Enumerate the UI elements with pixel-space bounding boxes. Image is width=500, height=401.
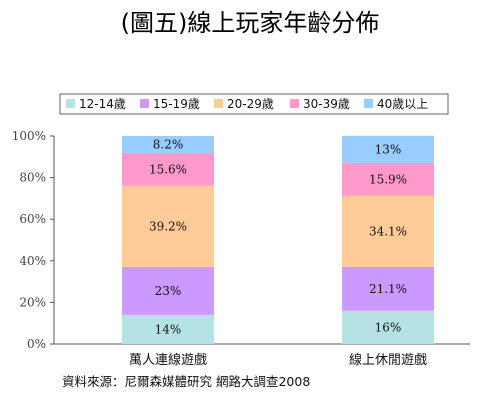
data-label: 8.2% xyxy=(153,138,184,152)
y-tick-label: 60% xyxy=(19,212,46,226)
legend: 12-14歲 15-19歲 20-29歲 30-39歲 40歲以上 xyxy=(66,97,428,111)
legend-swatch xyxy=(214,99,223,108)
legend-box xyxy=(59,93,449,115)
legend-swatch xyxy=(66,99,75,108)
data-label: 16% xyxy=(375,320,402,334)
data-label: 13% xyxy=(375,142,402,156)
legend-label: 30-39歲 xyxy=(303,97,350,111)
data-label: 21.1% xyxy=(369,282,407,296)
legend-label: 12-14歲 xyxy=(79,97,126,111)
legend-swatch xyxy=(140,99,149,108)
y-tick-label: 0% xyxy=(27,337,46,351)
y-tick-label: 100% xyxy=(12,129,46,143)
bar-segment xyxy=(342,266,434,311)
bar-segment xyxy=(342,135,434,163)
data-label: 23% xyxy=(155,284,182,298)
bar-segment xyxy=(342,195,434,267)
y-ticks: 0% 20% 40% 60% 80% 100% xyxy=(12,129,54,351)
bar-segment xyxy=(122,136,214,154)
source-note: 資料來源：尼爾森媒體研究 網路大調查2008 xyxy=(62,374,310,389)
category-label: 線上休閒遊戲 xyxy=(349,352,427,368)
data-label: 15.6% xyxy=(149,162,187,176)
bar-segment xyxy=(122,314,214,344)
legend-label: 20-29歲 xyxy=(227,97,274,111)
legend-swatch xyxy=(290,99,299,108)
y-tick-label: 20% xyxy=(19,295,46,309)
category-label: 萬人連線遊戲 xyxy=(129,352,207,368)
bar-segment xyxy=(122,185,214,268)
data-label: 39.2% xyxy=(149,219,187,233)
category-labels: 萬人連線遊戲 線上休閒遊戲 xyxy=(129,352,427,368)
bar-segment xyxy=(342,310,434,344)
legend-swatch xyxy=(364,99,373,108)
chart-title: (圖五)線上玩家年齡分佈 xyxy=(121,9,380,37)
y-tick-label: 80% xyxy=(19,171,46,185)
bar-segment xyxy=(122,153,214,186)
data-label: 15.9% xyxy=(369,172,407,186)
legend-label: 15-19歲 xyxy=(153,97,200,111)
bar-segment xyxy=(122,267,214,315)
bar-segment xyxy=(342,162,434,196)
y-tick-label: 40% xyxy=(19,254,46,268)
bars: 14% 23% 39.2% 15.6% 8.2% 16% 21.1% 34.1% 15.9% 13… xyxy=(122,135,434,344)
data-label: 34.1% xyxy=(369,224,407,238)
data-label: 14% xyxy=(155,322,182,336)
legend-label: 40歲以上 xyxy=(377,97,428,111)
